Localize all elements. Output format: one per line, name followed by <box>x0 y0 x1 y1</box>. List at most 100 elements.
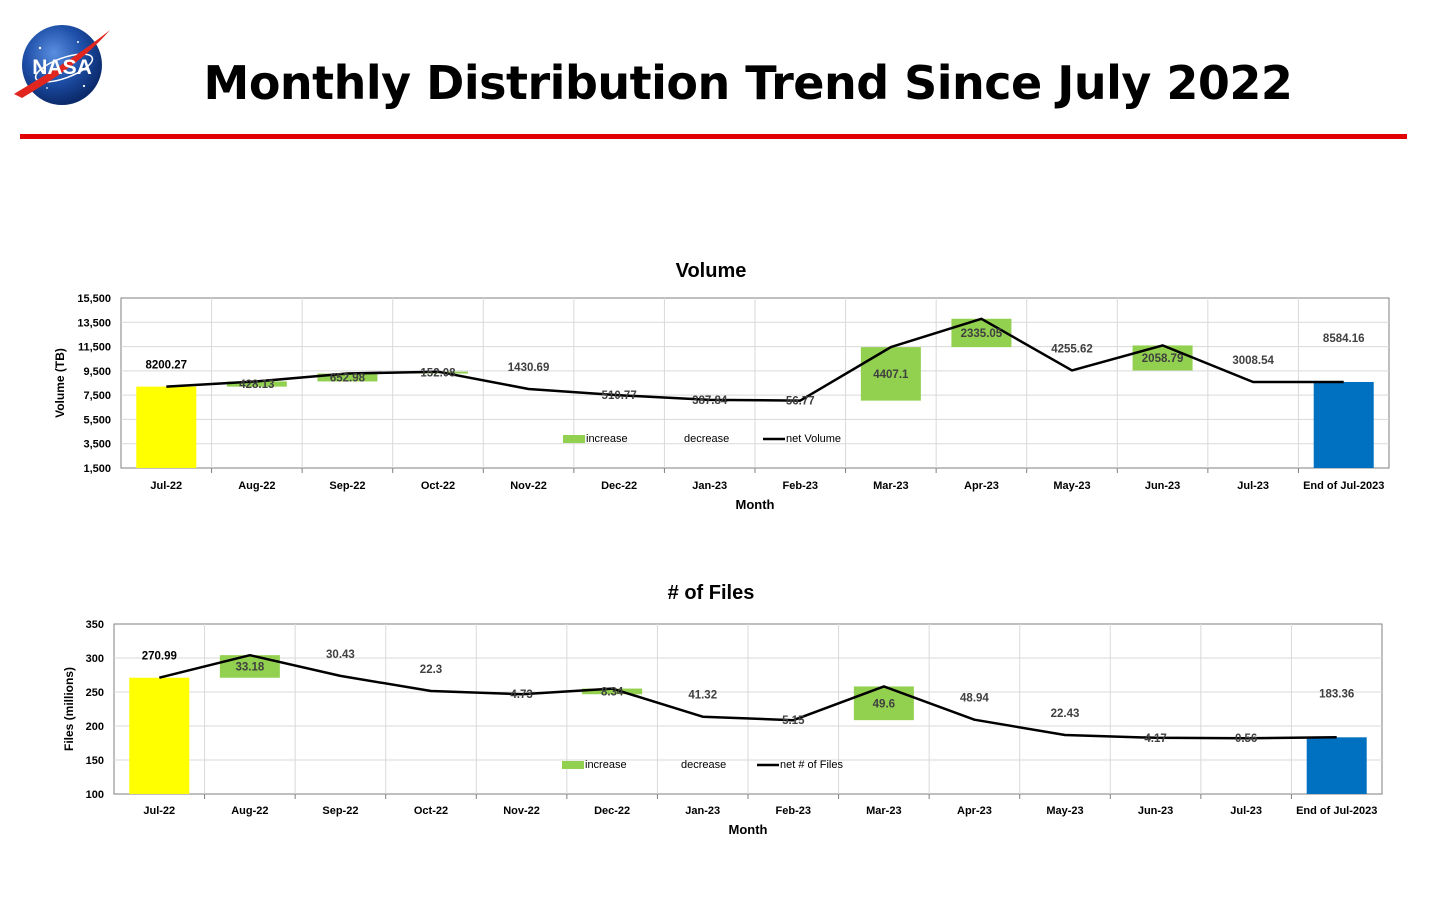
logo-vector <box>14 30 110 98</box>
increase-bar <box>582 688 643 695</box>
y-tick-label: 9,500 <box>83 366 111 378</box>
x-tick-label: Dec-22 <box>594 805 630 817</box>
x-tick-label: Dec-22 <box>601 480 637 492</box>
nasa-logo: NASA <box>14 25 110 105</box>
x-axis-title: Month <box>736 497 775 512</box>
legend-label: increase <box>586 433 628 445</box>
x-tick-label: Jul-23 <box>1230 805 1262 817</box>
y-tick-label: 11,500 <box>78 342 111 354</box>
data-label: 183.36 <box>1319 688 1354 700</box>
x-tick-label: Feb-23 <box>783 480 818 492</box>
chart-title: Volume <box>676 260 747 282</box>
chart-title: # of Files <box>668 582 755 604</box>
y-axis-title: Volume (TB) <box>53 348 67 418</box>
x-tick-label: Jul-22 <box>150 480 182 492</box>
title-rule <box>20 134 1407 139</box>
x-tick-label: May-23 <box>1046 805 1083 817</box>
x-tick-label: Jul-22 <box>143 805 175 817</box>
increase-bar <box>226 381 287 387</box>
data-label: 22.3 <box>420 664 442 676</box>
x-tick-label: Mar-23 <box>873 480 908 492</box>
x-tick-label: Jun-23 <box>1138 805 1173 817</box>
increase-bar <box>1132 345 1193 371</box>
data-label: 4407.1 <box>873 369 909 381</box>
y-tick-label: 3,500 <box>83 439 111 451</box>
y-tick-label: 150 <box>86 755 104 767</box>
data-label: 4.17 <box>1144 733 1166 745</box>
data-label: 270.99 <box>142 651 177 663</box>
legend-label: net # of Files <box>780 759 843 771</box>
y-tick-label: 250 <box>86 687 104 699</box>
y-tick-label: 100 <box>86 789 104 801</box>
x-tick-label: Nov-22 <box>503 805 540 817</box>
data-label: 41.32 <box>688 690 717 702</box>
x-tick-label: Aug-22 <box>231 805 268 817</box>
data-label: 4255.62 <box>1051 343 1093 355</box>
x-tick-label: Jan-23 <box>692 480 727 492</box>
y-tick-label: 350 <box>86 619 104 631</box>
data-label: 56.77 <box>786 396 815 408</box>
data-label: 8.34 <box>601 686 624 698</box>
y-tick-label: 200 <box>86 721 104 733</box>
data-label: 4.73 <box>510 689 532 701</box>
legend-swatch-increase <box>562 761 584 769</box>
data-label: 387.84 <box>692 395 728 407</box>
legend-label: decrease <box>684 433 729 445</box>
x-tick-label: Jan-23 <box>685 805 720 817</box>
increase-bar <box>860 347 921 401</box>
data-label: 652.98 <box>330 372 366 384</box>
x-tick-label: Jul-23 <box>1237 480 1269 492</box>
data-label: 152.08 <box>420 368 456 380</box>
legend-label: increase <box>585 759 627 771</box>
x-tick-label: Sep-22 <box>322 805 358 817</box>
files-chart: # of Files 100 150 200 250 300 350 270.99 33.18 3… <box>62 582 1383 837</box>
net-line <box>158 653 1337 740</box>
x-tick-label: Aug-22 <box>238 480 275 492</box>
data-label: 428.13 <box>239 379 274 391</box>
logo-text: NASA <box>32 56 92 79</box>
increase-bar <box>317 373 378 382</box>
data-label: 8200.27 <box>145 360 187 372</box>
data-label: 0.56 <box>1235 733 1257 745</box>
y-tick-label: 7,500 <box>83 390 111 402</box>
data-label: 49.6 <box>873 698 895 710</box>
data-label: 8584.16 <box>1323 333 1365 345</box>
x-tick-label: Mar-23 <box>866 805 901 817</box>
start-bar <box>136 386 197 468</box>
x-tick-label: Feb-23 <box>776 805 811 817</box>
x-tick-label: Apr-23 <box>964 480 999 492</box>
x-tick-label: End of Jul-2023 <box>1296 805 1377 817</box>
x-tick-label: Oct-22 <box>414 805 448 817</box>
y-tick-label: 1,500 <box>83 463 111 475</box>
increase-bar <box>951 318 1012 348</box>
legend-label: decrease <box>681 759 726 771</box>
x-tick-label: Jun-23 <box>1145 480 1180 492</box>
end-bar <box>1313 381 1374 468</box>
y-tick-label: 13,500 <box>77 317 111 329</box>
data-label: 2335.05 <box>961 328 1003 340</box>
x-tick-label: Oct-22 <box>421 480 455 492</box>
data-label: 22.43 <box>1051 708 1080 720</box>
x-tick-label: Apr-23 <box>957 805 992 817</box>
x-tick-label: End of Jul-2023 <box>1303 480 1384 492</box>
data-label: 3008.54 <box>1232 355 1274 367</box>
legend-label: net Volume <box>786 433 841 445</box>
data-label: 510.77 <box>602 390 637 402</box>
x-tick-label: May-23 <box>1053 480 1090 492</box>
y-tick-label: 15,500 <box>77 293 111 305</box>
y-tick-label: 300 <box>86 653 104 665</box>
data-label: 33.18 <box>235 661 264 673</box>
data-label: 30.43 <box>326 649 355 661</box>
start-bar <box>129 677 190 794</box>
y-axis-title: Files (millions) <box>62 667 76 751</box>
data-label: 48.94 <box>960 693 989 705</box>
page-title: Monthly Distribution Trend Since July 20… <box>203 56 1293 110</box>
x-tick-label: Sep-22 <box>329 480 365 492</box>
increase-bar <box>853 686 914 721</box>
volume-chart: Volume 1,500 3,500 5,500 7,500 9,500 11,500 13,… <box>53 260 1390 512</box>
x-axis-title: Month <box>729 822 768 837</box>
x-tick-label: Nov-22 <box>510 480 547 492</box>
increase-bar <box>219 655 280 678</box>
legend-swatch-increase <box>563 435 585 443</box>
net-line <box>166 317 1344 402</box>
